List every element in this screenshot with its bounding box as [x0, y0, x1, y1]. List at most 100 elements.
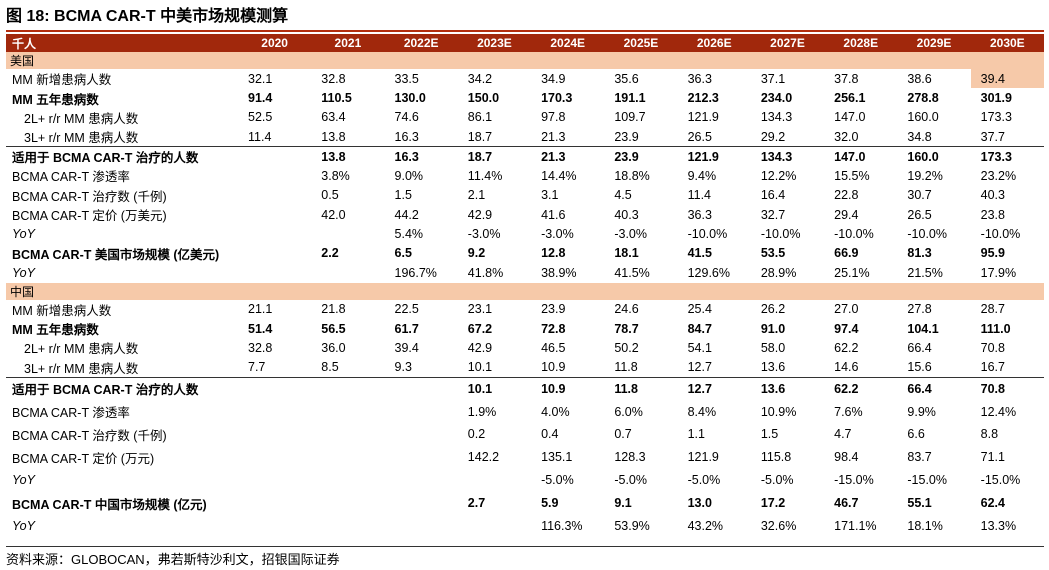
table-cell: 70.8	[970, 376, 1044, 401]
unit-header: 千人	[12, 36, 37, 51]
table-cell	[385, 423, 458, 446]
table-cell: 11.4	[248, 129, 272, 144]
table-cell: 91.4	[248, 91, 273, 106]
table-cell: 51.4	[248, 321, 273, 336]
table-cell	[385, 446, 458, 469]
table-cell: 10.1	[467, 360, 493, 375]
row-label: BCMA CAR-T 渗透率	[12, 406, 130, 421]
table-cell	[238, 224, 311, 243]
table-cell: 74.6	[394, 110, 419, 125]
table-cell: 135.1	[541, 450, 573, 465]
table-cell: 9.4%	[687, 168, 717, 183]
table-cell: -10.0%	[907, 227, 947, 242]
table-cell: 13.8	[311, 146, 385, 167]
table-cell: 25.4	[687, 302, 712, 317]
table-cell: 16.7	[980, 360, 1005, 375]
column-header: 2027E	[770, 36, 805, 50]
table-cell: 9.1	[614, 496, 632, 511]
table-cell: 2.7	[467, 496, 486, 511]
table-cell: 32.0	[834, 129, 859, 144]
table-cell: 4.7	[834, 427, 852, 442]
table-cell	[238, 492, 311, 515]
table-row: MM 五年患病数 91.4 110.5 130.0 150.0 170.3 191.1 212…	[6, 88, 1044, 107]
table-cell: 14.4%	[541, 168, 577, 183]
table-cell	[311, 263, 384, 282]
table-cell: 173.3	[970, 146, 1044, 167]
table-cell: 66.4	[897, 376, 971, 401]
table-cell: 6.0%	[614, 404, 643, 419]
column-header: 2021	[334, 36, 362, 50]
row-label: 适用于 BCMA CAR-T 治疗的人数	[6, 146, 238, 167]
table-cell	[385, 400, 458, 423]
table-cell: 11.4	[687, 188, 711, 203]
table-cell: 66.9	[834, 246, 859, 261]
table-cell: 26.2	[760, 302, 786, 317]
table-cell: 129.6%	[687, 265, 730, 280]
table-body: 美国 MM 新增患病人数 32.1 32.8 33.5 34.2 34.9 35.6 36.3 3…	[6, 52, 1044, 537]
table-cell: 18.1%	[907, 518, 943, 533]
table-cell: 18.8%	[614, 168, 650, 183]
table-cell: 28.9%	[760, 265, 797, 280]
table-cell: -3.0%	[467, 227, 501, 242]
row-label: 2L+ r/r MM 患病人数	[24, 111, 139, 126]
table-cell: 196.7%	[394, 265, 437, 280]
table-cell: 29.2	[760, 129, 786, 144]
table-cell: 42.9	[467, 207, 493, 222]
table-cell: 78.7	[614, 321, 639, 336]
table-cell: 52.5	[248, 110, 273, 125]
table-cell: 142.2	[467, 450, 500, 465]
table-cell: 41.5	[687, 246, 712, 261]
table-row: MM 五年患病数 51.4 56.5 61.7 67.2 72.8 78.7 84.7 91.0…	[6, 319, 1044, 338]
table-row: 3L+ r/r MM 患病人数 7.7 8.5 9.3 10.1 10.9 11.8 12.7…	[6, 358, 1044, 378]
table-cell: 72.8	[541, 321, 566, 336]
table-cell	[238, 515, 311, 538]
table-cell	[238, 146, 312, 167]
column-header: 2028E	[843, 36, 879, 50]
table-cell: 147.0	[834, 110, 866, 125]
table-cell: 13.6	[750, 376, 825, 401]
column-header: 2020	[261, 36, 288, 50]
row-label: YoY	[12, 265, 35, 280]
table-cell: 71.1	[980, 450, 1005, 465]
table-cell: -5.0%	[541, 473, 574, 488]
table-cell: 160.0	[907, 110, 939, 125]
table-cell: 8.8	[980, 427, 999, 442]
row-label: 适用于 BCMA CAR-T 治疗的人数	[6, 376, 238, 401]
table-row: BCMA CAR-T 美国市场规模 (亿美元) 2.2 6.5 9.2 12.8 18.1…	[6, 244, 1044, 263]
column-header: 2025E	[623, 36, 659, 50]
table-cell: 10.9	[541, 360, 566, 375]
table-cell	[311, 515, 384, 538]
table-cell: 110.5	[321, 91, 352, 106]
table-cell: 109.7	[614, 110, 646, 125]
table-cell: 37.8	[834, 71, 859, 86]
table-cell	[311, 469, 384, 492]
table-cell: -10.0%	[834, 227, 874, 242]
table-cell: 121.9	[687, 450, 719, 465]
table-cell: 278.8	[907, 91, 939, 106]
table-cell: 34.8	[907, 129, 932, 144]
table-cell: 8.5	[321, 360, 339, 375]
table-row: 2L+ r/r MM 患病人数 52.5 63.4 74.6 86.1 97.8 109.7…	[6, 108, 1044, 127]
table-cell: 58.0	[760, 340, 786, 355]
row-label: BCMA CAR-T 中国市场规模 (亿元)	[12, 497, 207, 512]
table-cell: 173.3	[980, 110, 1012, 125]
row-label: BCMA CAR-T 美国市场规模 (亿美元)	[12, 247, 220, 262]
table-cell: 34.2	[467, 71, 493, 86]
table-cell: 36.3	[687, 71, 712, 86]
table-cell: 2.1	[467, 188, 486, 203]
row-label: YoY	[12, 473, 35, 488]
table-row: MM 新增患病人数 21.1 21.8 22.5 23.1 23.9 24.6 25.4 26.…	[6, 300, 1044, 319]
table-cell: 22.5	[394, 302, 419, 317]
table-cell	[311, 492, 384, 515]
table-cell: 50.2	[614, 340, 639, 355]
table-row: 2L+ r/r MM 患病人数 32.8 36.0 39.4 42.9 46.5 50.2 5…	[6, 338, 1044, 357]
table-cell: 81.3	[907, 246, 932, 261]
table-cell: 23.9	[604, 146, 678, 167]
section-header-row: 中国	[6, 282, 1044, 300]
table-cell: 41.8%	[467, 265, 504, 280]
table-cell: 25.1%	[834, 265, 870, 280]
figure-title: 图 18: BCMA CAR-T 中美市场规模测算	[6, 8, 289, 25]
table-cell: 46.5	[541, 340, 566, 355]
table-cell: 23.8	[980, 207, 1005, 222]
column-header: 2026E	[696, 36, 732, 50]
